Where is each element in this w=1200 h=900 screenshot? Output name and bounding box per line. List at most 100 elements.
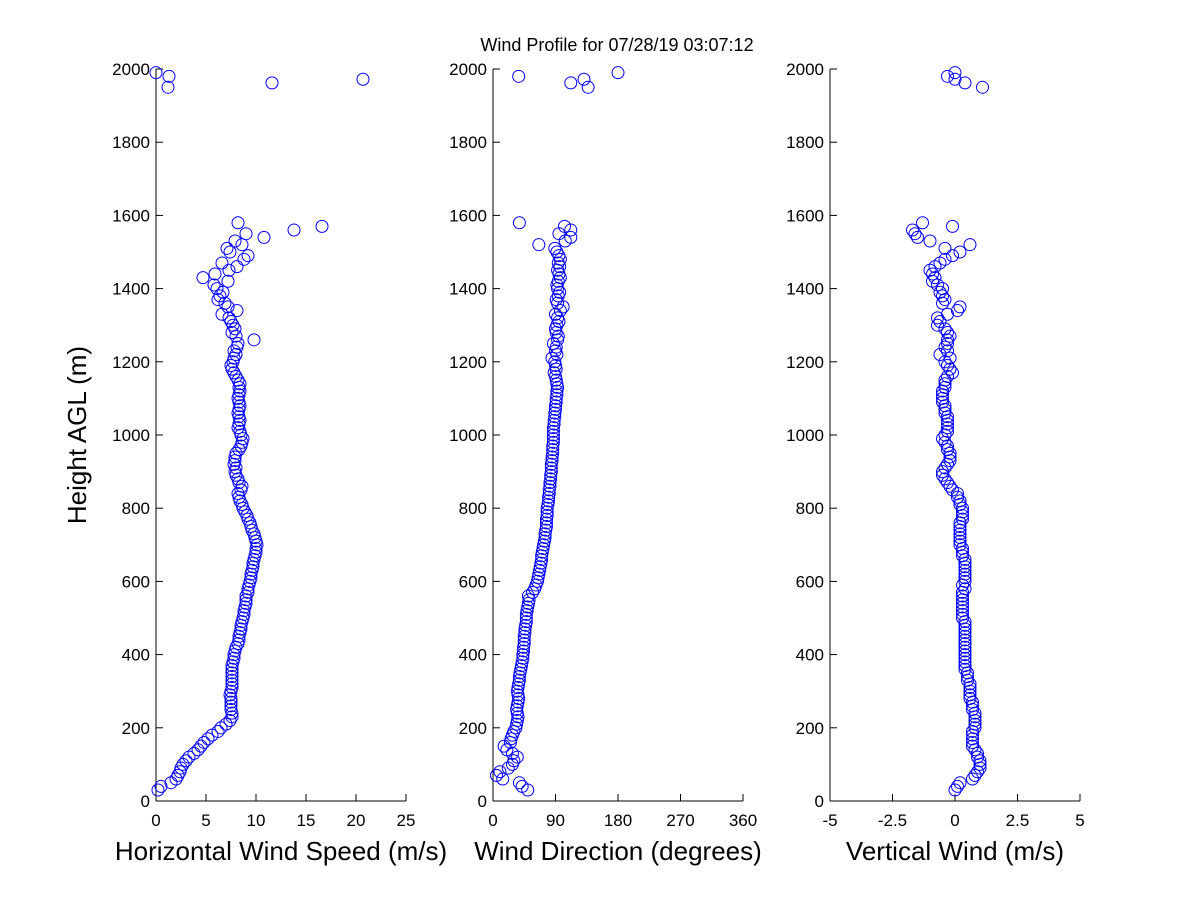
speed-data-point bbox=[231, 487, 245, 501]
speed-data-point bbox=[213, 289, 227, 303]
speed-data-point bbox=[225, 673, 239, 687]
direction-data-point bbox=[551, 329, 565, 343]
direction-data-point bbox=[611, 66, 625, 80]
direction-data-point bbox=[549, 293, 563, 307]
vertical-data-point bbox=[958, 629, 972, 643]
direction-data-point bbox=[540, 509, 554, 523]
speed-data-point bbox=[208, 267, 222, 281]
direction-data-point bbox=[548, 410, 562, 424]
vertical-x-tick-label: -2.5 bbox=[878, 811, 907, 830]
speed-data-point bbox=[224, 695, 238, 709]
speed-data-point bbox=[227, 651, 241, 665]
direction-data-point bbox=[552, 249, 566, 263]
speed-data-point bbox=[231, 216, 245, 230]
direction-data-point bbox=[546, 428, 560, 442]
vertical-x-axis-label: Vertical Wind (m/s) bbox=[846, 836, 1064, 866]
vertical-data-point bbox=[938, 373, 952, 387]
direction-data-point bbox=[539, 516, 553, 530]
direction-y-tick-label: 800 bbox=[459, 499, 487, 518]
speed-y-tick-label: 600 bbox=[122, 572, 150, 591]
speed-data-point bbox=[210, 282, 224, 296]
speed-data-point bbox=[287, 223, 301, 237]
direction-data-point bbox=[526, 585, 540, 599]
direction-data-point bbox=[544, 465, 558, 479]
vertical-data-point bbox=[968, 768, 982, 782]
direction-y-tick-label: 400 bbox=[459, 646, 487, 665]
direction-y-tick-label: 1600 bbox=[449, 206, 487, 225]
vertical-data-point bbox=[943, 446, 957, 460]
vertical-data-point bbox=[946, 366, 959, 380]
vertical-data-point bbox=[966, 739, 979, 753]
speed-data-point bbox=[162, 69, 176, 83]
speed-data-point bbox=[229, 461, 243, 475]
speed-data-point bbox=[240, 509, 254, 523]
vertical-data-point bbox=[953, 527, 967, 541]
vertical-data-point bbox=[941, 476, 954, 490]
direction-data-point bbox=[548, 355, 562, 369]
vertical-y-tick-label: 800 bbox=[796, 499, 824, 518]
speed-data-point bbox=[224, 358, 238, 372]
vertical-data-point bbox=[946, 219, 959, 233]
vertical-data-point bbox=[943, 362, 957, 376]
vertical-y-tick-label: 1800 bbox=[786, 133, 824, 152]
direction-data-point bbox=[577, 72, 591, 86]
speed-data-point bbox=[187, 746, 201, 760]
speed-data-point bbox=[244, 571, 258, 585]
vertical-y-tick-label: 2000 bbox=[786, 60, 824, 79]
direction-data-point bbox=[542, 487, 556, 501]
speed-data-point bbox=[229, 369, 243, 383]
speed-y-tick-label: 1000 bbox=[112, 426, 150, 445]
direction-data-point bbox=[551, 311, 565, 325]
vertical-data-point bbox=[943, 351, 957, 365]
vertical-data-point bbox=[941, 337, 954, 350]
vertical-data-point bbox=[958, 633, 972, 647]
direction-data-point bbox=[551, 274, 565, 288]
direction-data-point bbox=[543, 479, 557, 493]
vertical-data-point bbox=[928, 271, 942, 285]
vertical-data-point bbox=[966, 735, 979, 749]
vertical-x-tick-label: -5 bbox=[822, 811, 837, 830]
vertical-data-point bbox=[956, 607, 969, 621]
speed-data-point bbox=[247, 333, 261, 347]
direction-data-point bbox=[539, 520, 553, 533]
speed-data-point bbox=[225, 326, 239, 340]
direction-data-point bbox=[546, 446, 560, 460]
speed-data-point bbox=[231, 472, 245, 486]
vertical-data-point bbox=[943, 329, 957, 343]
vertical-data-point bbox=[938, 241, 952, 255]
vertical-data-point bbox=[976, 80, 989, 94]
direction-data-point bbox=[518, 626, 532, 640]
vertical-data-point bbox=[958, 640, 972, 654]
vertical-data-point bbox=[923, 234, 937, 248]
speed-data-point bbox=[222, 311, 236, 325]
direction-x-axis-label: Wind Direction (degrees) bbox=[474, 836, 762, 866]
vertical-data-point bbox=[936, 289, 949, 303]
y-axis-label: Height AGL (m) bbox=[62, 346, 92, 524]
vertical-data-point bbox=[958, 637, 972, 651]
direction-data-point bbox=[512, 216, 526, 230]
direction-data-point bbox=[540, 505, 554, 519]
vertical-data-point bbox=[946, 483, 959, 497]
vertical-data-point bbox=[951, 779, 964, 793]
vertical-data-point bbox=[938, 461, 952, 475]
direction-data-point bbox=[564, 230, 578, 244]
vertical-data-point bbox=[958, 567, 972, 581]
vertical-data-point bbox=[938, 472, 952, 486]
direction-data-point bbox=[558, 219, 572, 233]
speed-data-point bbox=[227, 366, 241, 380]
direction-x-tick-label: 270 bbox=[666, 811, 694, 830]
vertical-data-point bbox=[958, 76, 972, 90]
speed-data-point bbox=[154, 779, 168, 793]
direction-y-tick-label: 2000 bbox=[449, 60, 487, 79]
vertical-data-point bbox=[948, 783, 962, 797]
speed-data-point bbox=[223, 713, 237, 727]
direction-data-point bbox=[564, 223, 578, 237]
speed-data-point bbox=[226, 318, 240, 332]
vertical-data-point bbox=[956, 501, 969, 515]
direction-y-tick-label: 1800 bbox=[449, 133, 487, 152]
speed-data-point bbox=[228, 234, 242, 248]
speed-data-point bbox=[241, 249, 255, 263]
vertical-data-point bbox=[933, 285, 947, 299]
vertical-data-point bbox=[956, 604, 969, 618]
